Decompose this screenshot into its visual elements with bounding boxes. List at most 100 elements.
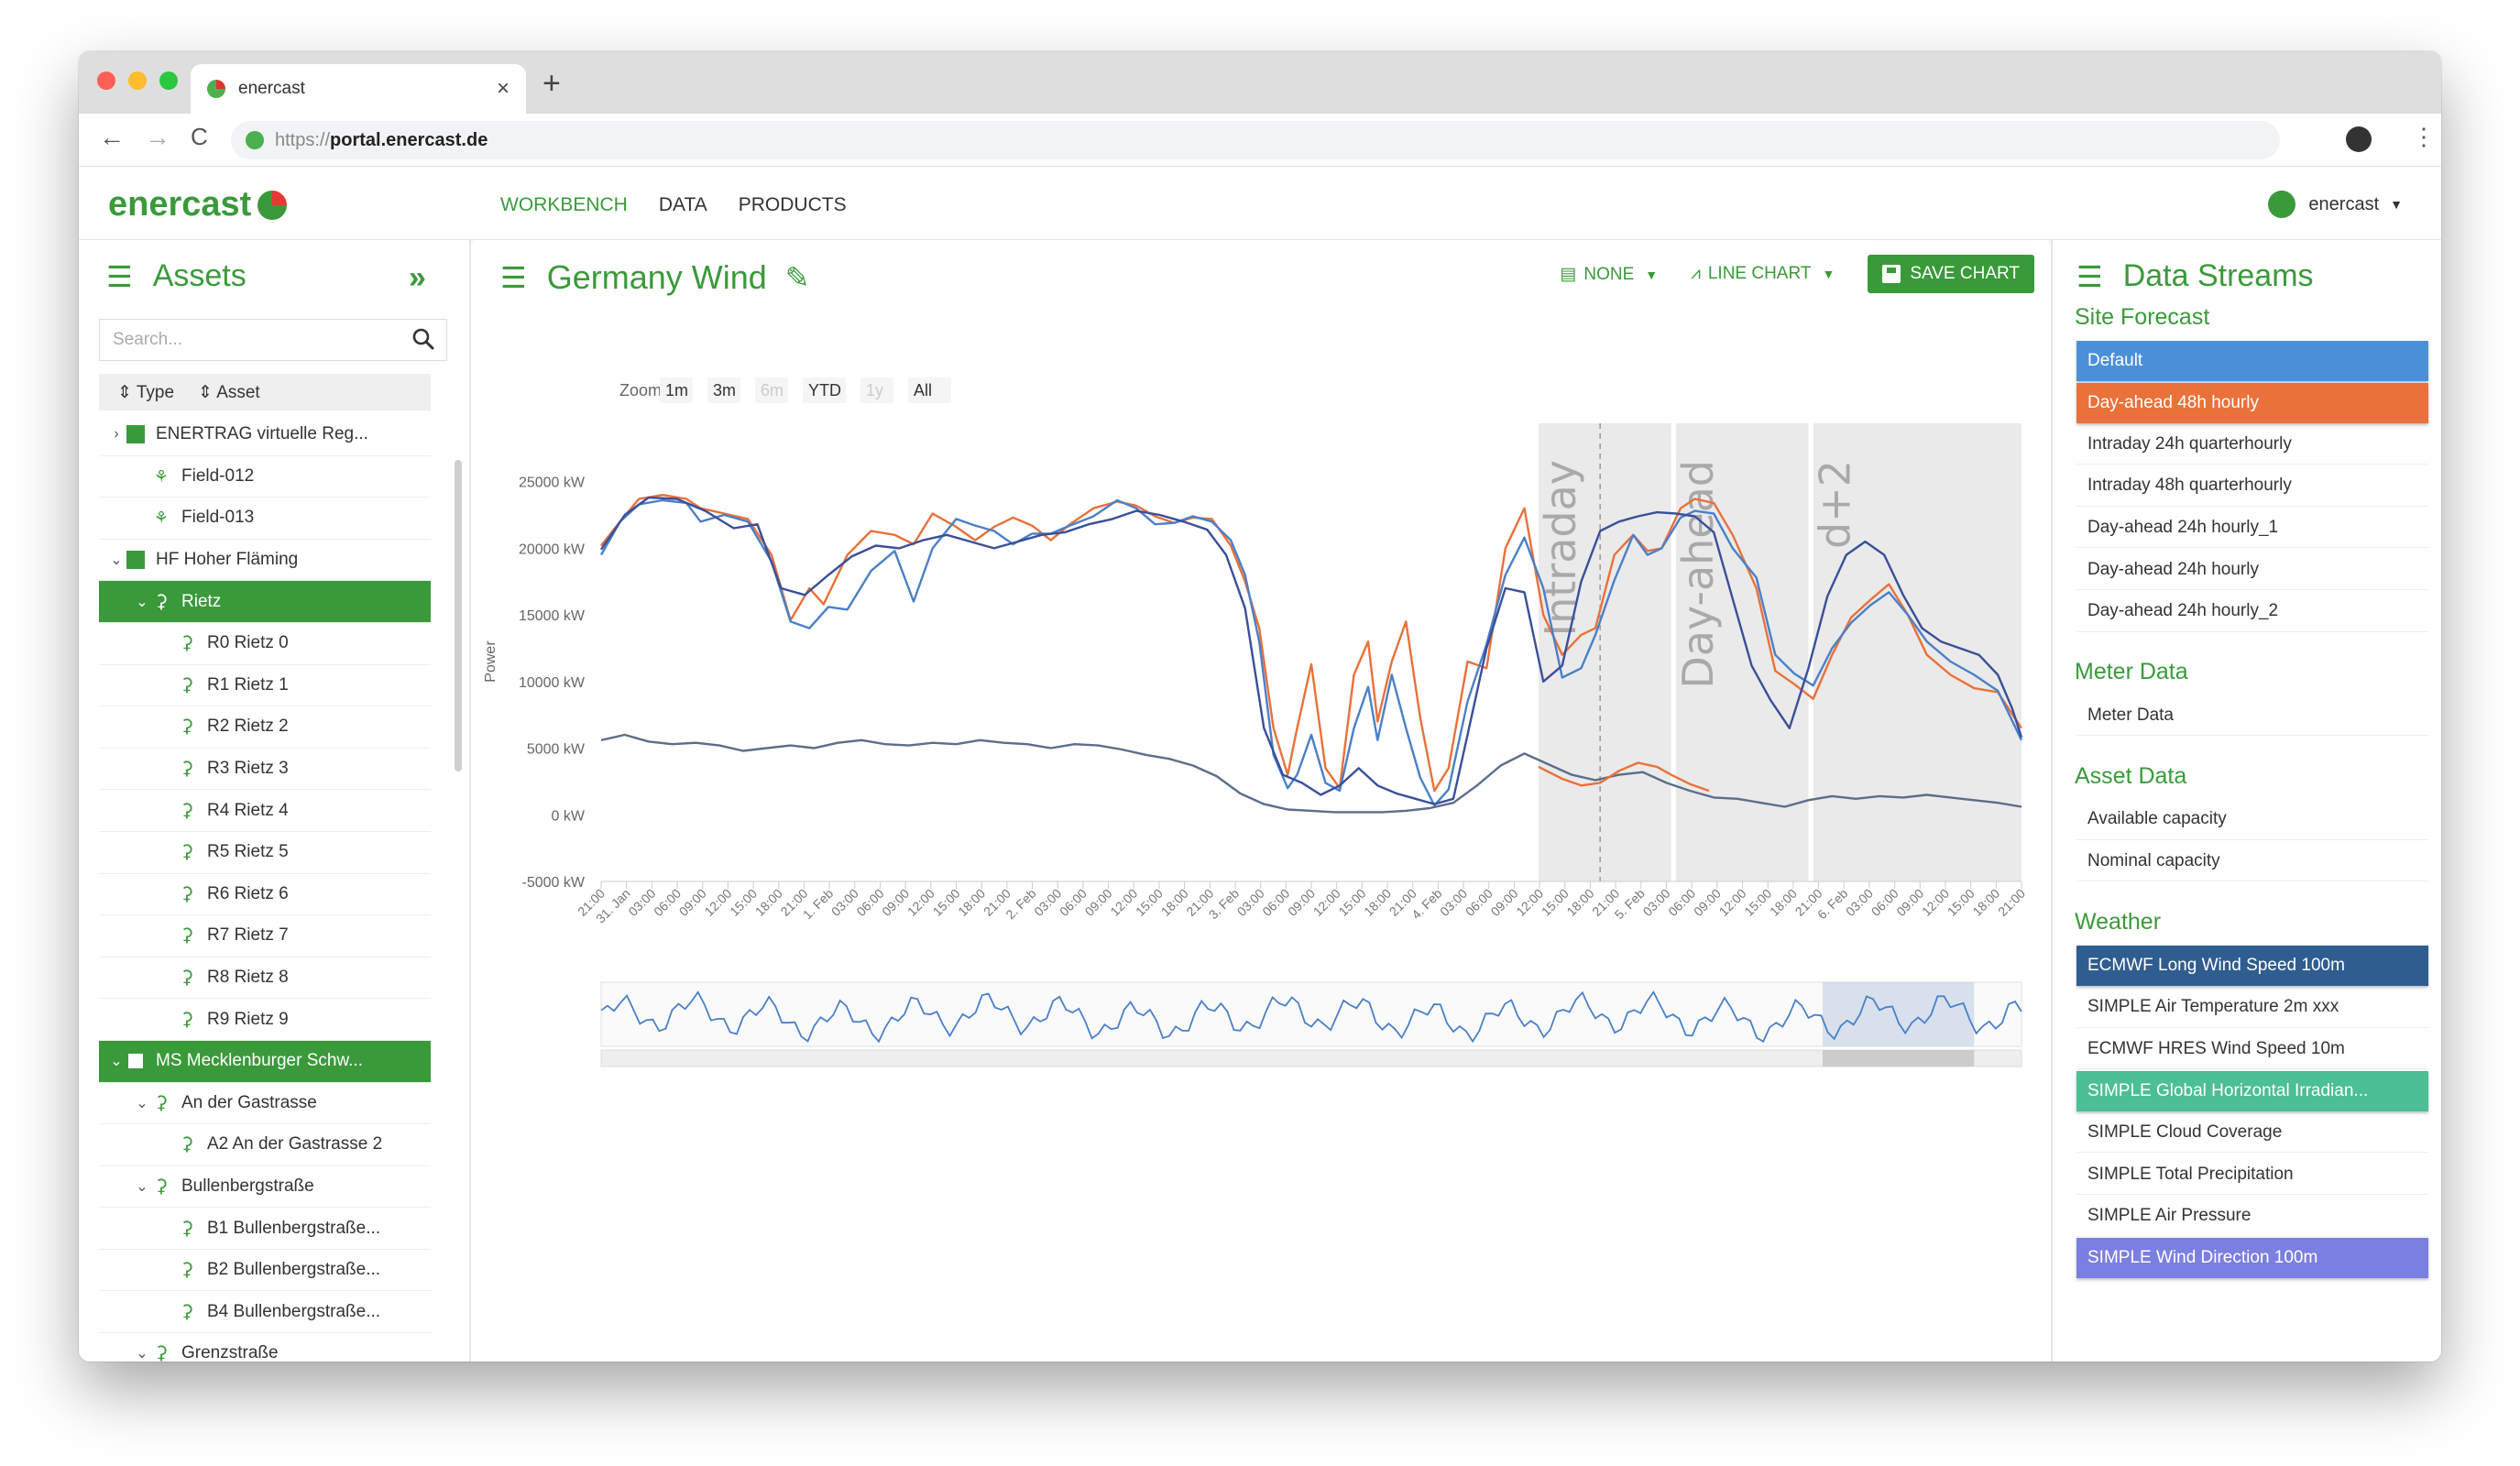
chevron-down-icon[interactable]: ⌄ <box>136 1095 148 1111</box>
zoom-button-3m[interactable]: 3m <box>713 381 736 399</box>
aggregation-dropdown[interactable]: ▤ NONE ▼ <box>1560 264 1658 285</box>
data-stream-item[interactable]: Nominal capacity <box>2076 841 2428 882</box>
asset-tree-row[interactable]: ⚳ R0 Rietz 0 <box>99 623 431 665</box>
asset-tree-row[interactable]: ⌄ ⚳ Grenzstraße <box>99 1333 431 1362</box>
nav-workbench[interactable]: WORKBENCH <box>500 194 628 215</box>
sort-type-button[interactable]: ⇕ Type <box>117 382 175 402</box>
chevron-down-icon[interactable]: ⌄ <box>136 1346 148 1362</box>
data-stream-item[interactable]: SIMPLE Air Pressure <box>2076 1197 2428 1237</box>
asset-search-input[interactable]: Search... <box>99 319 447 361</box>
collapse-panel-icon[interactable]: » <box>409 260 426 295</box>
asset-tree-row[interactable]: ⚳ R3 Rietz 3 <box>99 749 431 791</box>
data-stream-item[interactable]: Default <box>2076 341 2428 381</box>
streams-menu-icon[interactable]: ☰ <box>2076 259 2103 293</box>
data-stream-item[interactable]: Day-ahead 24h hourly_2 <box>2076 592 2428 632</box>
data-stream-item[interactable]: SIMPLE Wind Direction 100m <box>2076 1238 2428 1279</box>
data-stream-item[interactable]: SIMPLE Air Temperature 2m xxx <box>2076 988 2428 1028</box>
asset-tree-row[interactable]: ⚳ R4 Rietz 4 <box>99 790 431 832</box>
asset-tree-row[interactable]: ⚘ Field-013 <box>99 498 431 540</box>
reload-button[interactable]: C <box>191 123 208 150</box>
caret-down-icon: ▼ <box>1822 267 1835 281</box>
x-tick-label: 09:00 <box>1893 886 1926 919</box>
chart-menu-icon[interactable]: ☰ <box>500 261 527 294</box>
browser-tab[interactable]: enercast × <box>191 64 526 114</box>
x-tick-label: 03:00 <box>1843 886 1876 919</box>
data-stream-item[interactable]: Meter Data <box>2076 695 2428 737</box>
asset-tree-label: MS Mecklenburger Schw... <box>156 1051 363 1071</box>
chevron-down-icon[interactable]: ⌄ <box>110 1054 123 1070</box>
zoom-window-button[interactable] <box>159 71 178 90</box>
data-stream-item[interactable]: ECMWF Long Wind Speed 100m <box>2076 946 2428 986</box>
data-stream-item[interactable]: Intraday 48h quarterhourly <box>2076 466 2428 507</box>
new-tab-button[interactable]: + <box>542 66 561 101</box>
data-stream-item[interactable]: Day-ahead 48h hourly <box>2076 382 2428 423</box>
x-tick-label: 06:00 <box>1057 886 1090 919</box>
data-stream-item[interactable]: Day-ahead 24h hourly <box>2076 550 2428 590</box>
asset-tree-row[interactable]: ⚳ R7 Rietz 7 <box>99 915 431 957</box>
asset-tree-row[interactable]: ⚳ A2 An der Gastrasse 2 <box>99 1124 431 1166</box>
nav-data[interactable]: DATA <box>658 194 707 215</box>
asset-tree-row[interactable]: ⚳ B1 Bullenbergstraße... <box>99 1208 431 1250</box>
site-security-icon[interactable] <box>246 131 264 149</box>
asset-tree-row[interactable]: ⚘ Field-012 <box>99 456 431 498</box>
save-chart-button[interactable]: SAVE CHART <box>1868 255 2034 293</box>
zoom-button-1m[interactable]: 1m <box>665 381 688 399</box>
data-stream-item[interactable]: ECMWF HRES Wind Speed 10m <box>2076 1029 2428 1070</box>
x-tick-label: 18:00 <box>1563 886 1596 919</box>
menu-icon[interactable]: ☰ <box>106 259 133 293</box>
x-tick-label: 06:00 <box>1259 886 1292 919</box>
edit-pencil-icon[interactable]: ✎ <box>784 261 810 294</box>
zoom-button-1y[interactable]: 1y <box>866 381 883 399</box>
asset-tree-row[interactable]: ⌄ ⚳ Rietz <box>99 581 431 623</box>
y-tick-label: -5000 kW <box>522 875 586 891</box>
tab-close-icon[interactable]: × <box>496 76 509 101</box>
x-tick-label: 18:00 <box>752 886 785 919</box>
asset-tree-row[interactable]: ⌄ MS Mecklenburger Schw... <box>99 1040 431 1083</box>
zoom-button-All[interactable]: All <box>914 381 932 399</box>
back-button[interactable]: ← <box>99 123 125 151</box>
browser-menu-icon[interactable]: ⋮ <box>2412 123 2436 150</box>
minimize-window-button[interactable] <box>128 71 147 90</box>
nav-products[interactable]: PRODUCTS <box>738 194 847 215</box>
asset-tree-row[interactable]: ⌄ ⚳ An der Gastrasse <box>99 1083 431 1125</box>
asset-tree-row[interactable]: ⌄ HF Hoher Fläming <box>99 540 431 582</box>
zoom-button-6m[interactable]: 6m <box>761 381 783 399</box>
asset-tree-row[interactable]: ⚳ R8 Rietz 8 <box>99 957 431 1000</box>
asset-tree-row[interactable]: ⚳ R1 Rietz 1 <box>99 665 431 707</box>
assets-scrollbar[interactable] <box>455 460 462 771</box>
x-tick-label: 18:00 <box>1361 886 1394 919</box>
data-stream-item[interactable]: Intraday 24h quarterhourly <box>2076 424 2428 465</box>
chart-type-dropdown[interactable]: ⩘ LINE CHART ▼ <box>1691 264 1835 284</box>
asset-tree-row[interactable]: › ENERTRAG virtuelle Reg... <box>99 414 431 456</box>
asset-tree-row[interactable]: ⚳ R5 Rietz 5 <box>99 832 431 874</box>
asset-tree-row[interactable]: ⚳ B2 Bullenbergstraße... <box>99 1250 431 1292</box>
zoom-button-YTD[interactable]: YTD <box>808 381 841 399</box>
series-line-0 <box>600 494 2023 793</box>
asset-tree-row[interactable]: ⌄ ⚳ Bullenbergstraße <box>99 1166 431 1209</box>
data-stream-item[interactable]: SIMPLE Global Horizontal Irradian... <box>2076 1070 2428 1111</box>
x-tick-label: 03:00 <box>625 886 658 919</box>
close-window-button[interactable] <box>97 71 115 90</box>
enercast-logo[interactable]: enercast <box>108 185 290 224</box>
asset-tree-row[interactable]: ⚳ R9 Rietz 9 <box>99 999 431 1041</box>
asset-tree-row[interactable]: ⚳ B4 Bullenbergstraße... <box>99 1291 431 1334</box>
data-stream-item[interactable]: Available capacity <box>2076 800 2428 840</box>
user-menu[interactable]: enercast ▼ <box>2268 191 2403 218</box>
address-bar[interactable]: https:// portal.enercast.de <box>231 121 2280 159</box>
forward-button[interactable]: → <box>145 123 170 151</box>
sort-asset-button[interactable]: ⇕ Asset <box>198 382 260 402</box>
zoom-button-bg <box>803 377 846 403</box>
field-icon: ⚘ <box>153 509 170 528</box>
chevron-right-icon[interactable]: › <box>114 426 119 443</box>
asset-tree-label: R8 Rietz 8 <box>207 968 289 988</box>
data-stream-item[interactable]: SIMPLE Cloud Coverage <box>2076 1112 2428 1154</box>
browser-profile-icon[interactable] <box>2346 126 2372 152</box>
chevron-down-icon[interactable]: ⌄ <box>136 1178 148 1195</box>
data-stream-item[interactable]: SIMPLE Total Precipitation <box>2076 1154 2428 1195</box>
data-stream-item[interactable]: Day-ahead 24h hourly_1 <box>2076 508 2428 549</box>
chevron-down-icon[interactable]: ⌄ <box>110 552 123 569</box>
asset-tree-row[interactable]: ⚳ R2 Rietz 2 <box>99 706 431 749</box>
asset-tree-row[interactable]: ⚳ R6 Rietz 6 <box>99 874 431 916</box>
chevron-down-icon[interactable]: ⌄ <box>136 594 148 610</box>
search-icon[interactable] <box>411 327 435 351</box>
